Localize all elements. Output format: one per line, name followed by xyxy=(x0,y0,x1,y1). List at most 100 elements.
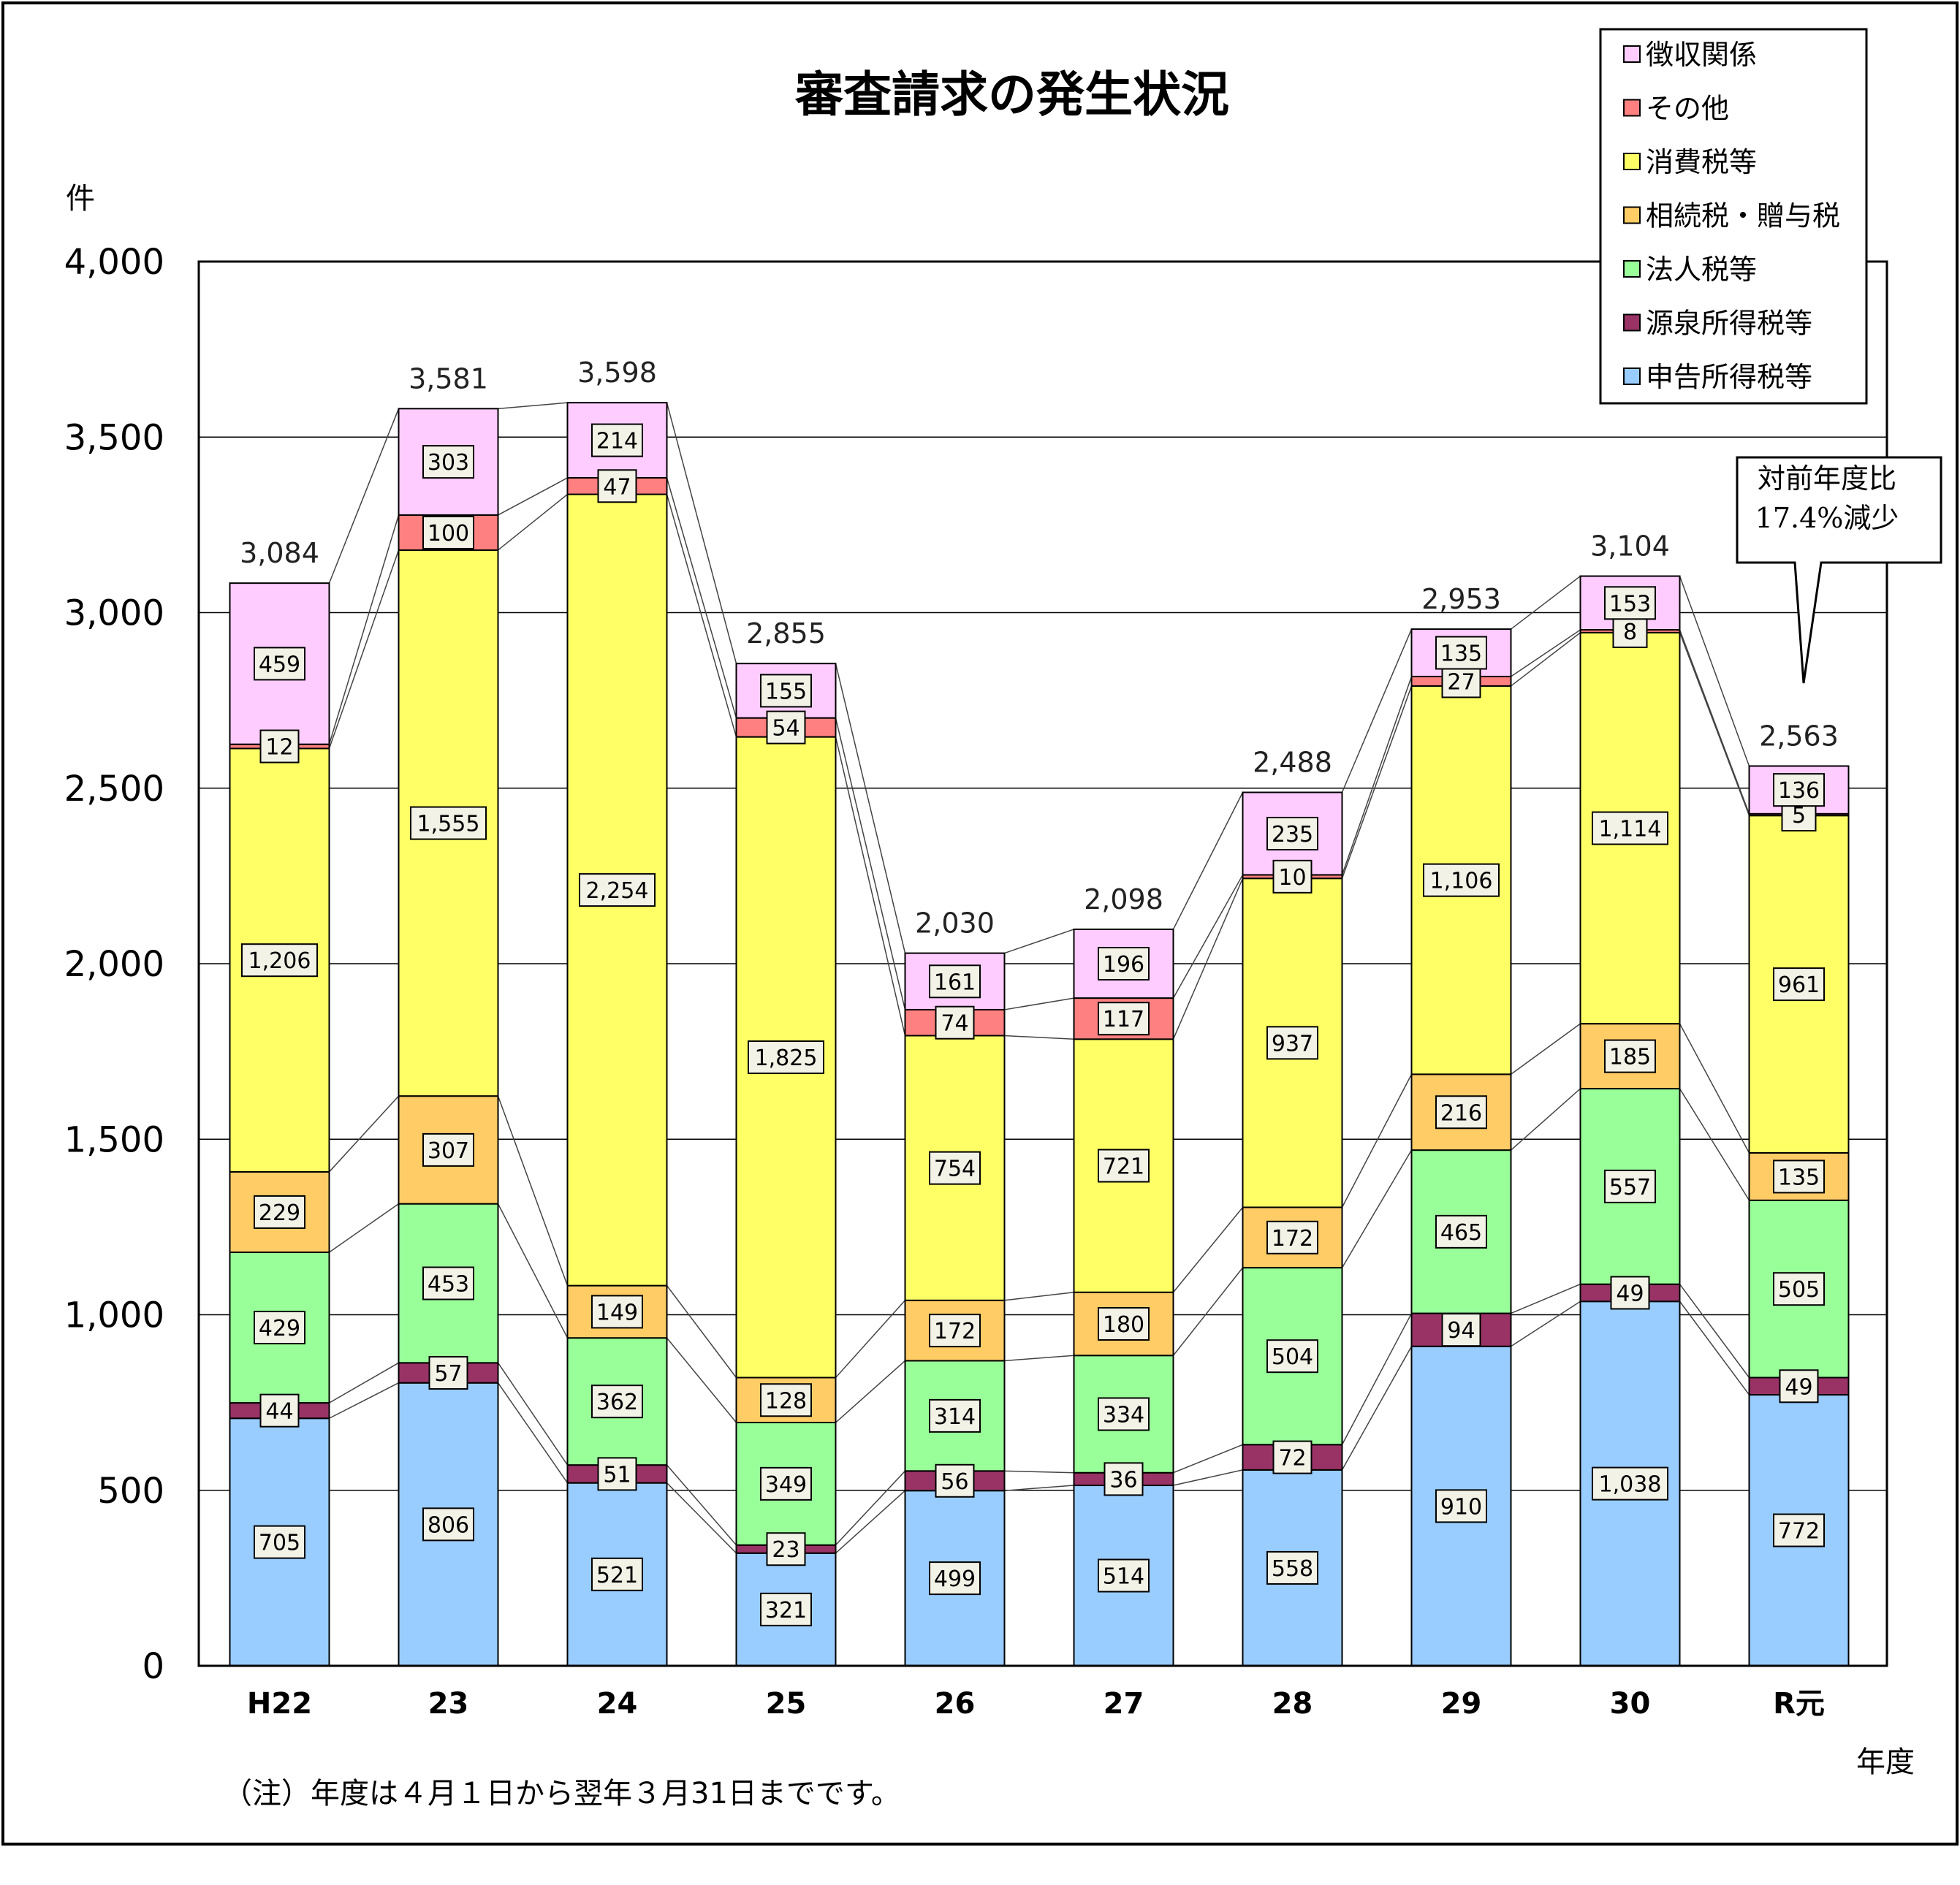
series-connector xyxy=(1004,1292,1074,1301)
series-connector xyxy=(1004,1470,1074,1474)
y-tick-label: 3,000 xyxy=(64,593,164,634)
callout-bubble xyxy=(1736,456,1942,684)
data-label: 196 xyxy=(1103,952,1144,978)
y-tick-label: 2,000 xyxy=(64,944,164,985)
data-label-box xyxy=(1423,863,1500,897)
x-tick-label: 23 xyxy=(428,1687,469,1721)
series-connector xyxy=(1173,1469,1243,1486)
data-label: 465 xyxy=(1440,1220,1482,1246)
series-connector xyxy=(329,1203,399,1253)
data-label-box xyxy=(1773,1272,1825,1306)
legend-box xyxy=(1599,28,1868,405)
legend-swatch xyxy=(1623,153,1641,170)
data-label: 5 xyxy=(1792,803,1806,829)
legend-label: 法人税等 xyxy=(1646,254,1757,286)
data-label: 94 xyxy=(1447,1318,1475,1344)
data-label: 705 xyxy=(259,1531,300,1556)
series-connector xyxy=(1004,929,1074,954)
data-label: 172 xyxy=(1272,1226,1313,1252)
legend-label: 源泉所得税等 xyxy=(1646,308,1812,340)
data-label-box xyxy=(1104,1462,1144,1496)
data-label: 136 xyxy=(1778,778,1820,804)
data-label-box xyxy=(1266,1339,1318,1374)
data-label: 214 xyxy=(596,429,638,454)
series-connector xyxy=(1341,628,1413,793)
series-connector xyxy=(1679,576,1750,766)
data-label-box xyxy=(422,1132,474,1167)
data-label: 772 xyxy=(1778,1519,1820,1545)
data-label: 155 xyxy=(765,679,807,704)
series-connector xyxy=(497,1362,569,1466)
data-label: 135 xyxy=(1778,1165,1820,1190)
legend-swatch xyxy=(1623,260,1641,278)
legend-label: 消費税等 xyxy=(1646,146,1757,178)
y-tick-label: 0 xyxy=(142,1646,164,1687)
data-label: 153 xyxy=(1609,591,1651,617)
data-label: 117 xyxy=(1103,1007,1144,1032)
data-label-box xyxy=(929,1561,981,1596)
data-label: 149 xyxy=(596,1300,638,1325)
data-label: 514 xyxy=(1103,1564,1144,1590)
data-label: 229 xyxy=(259,1200,300,1226)
x-tick-label: 29 xyxy=(1441,1687,1482,1721)
data-label-box xyxy=(1592,1466,1668,1501)
data-label: 1,555 xyxy=(417,812,480,837)
data-label: 1,825 xyxy=(755,1046,818,1071)
data-label-box xyxy=(422,1507,474,1542)
data-label-box xyxy=(1435,1095,1487,1130)
data-label: 1,038 xyxy=(1599,1472,1662,1498)
series-connector xyxy=(1511,1284,1581,1314)
data-label: 558 xyxy=(1272,1556,1313,1582)
series-connector xyxy=(1341,685,1413,879)
total-label: 3,581 xyxy=(409,362,488,395)
segment-labels: 705 44 429 229 1,206 12 459 806 57 453 307 1,555 100… xyxy=(241,423,1825,1626)
data-label-box xyxy=(1272,859,1313,894)
data-label-box xyxy=(259,729,300,763)
data-label-box xyxy=(1098,1397,1150,1431)
data-label: 135 xyxy=(1440,641,1482,667)
data-label-box xyxy=(1773,773,1825,807)
data-label-box xyxy=(1441,1313,1481,1347)
legend-label: 申告所得税等 xyxy=(1646,361,1812,393)
series-connector xyxy=(1511,1301,1581,1347)
data-label-box xyxy=(1773,1159,1825,1194)
total-labels: 3,084 3,581 3,598 2,855 2,030 2,098 2,488 2,953… xyxy=(240,357,1839,939)
data-label-box xyxy=(1773,1513,1825,1547)
data-label: 172 xyxy=(934,1319,976,1344)
data-label-box xyxy=(760,1383,812,1417)
series-connector xyxy=(666,1285,737,1378)
data-label: 754 xyxy=(934,1157,976,1182)
series-connector xyxy=(1341,676,1413,875)
data-label-box xyxy=(1773,967,1825,1002)
data-label-box xyxy=(1266,1220,1318,1254)
series-connector xyxy=(1341,1313,1413,1445)
series-connector xyxy=(1511,1023,1581,1075)
data-label-box xyxy=(428,1356,468,1390)
data-label-box xyxy=(1098,1306,1150,1341)
data-label: 57 xyxy=(434,1361,462,1387)
series-connector xyxy=(666,1464,737,1546)
data-label-box xyxy=(1435,1214,1487,1249)
series-connector xyxy=(1679,1088,1750,1201)
series-connector xyxy=(666,402,737,664)
series-connector xyxy=(498,402,568,410)
x-tick-label: 24 xyxy=(597,1687,638,1721)
data-label: 453 xyxy=(428,1271,469,1297)
data-label: 100 xyxy=(428,521,469,547)
data-label: 49 xyxy=(1616,1281,1644,1306)
series-connector xyxy=(1679,1284,1750,1378)
callout-line-1: 対前年度比 xyxy=(1758,462,1896,495)
data-label: 349 xyxy=(765,1472,807,1498)
data-label-box xyxy=(1272,1440,1313,1474)
y-tick-label: 2,500 xyxy=(64,769,164,810)
data-label: 362 xyxy=(596,1390,638,1415)
x-tick-label: 28 xyxy=(1272,1687,1313,1721)
data-label: 806 xyxy=(428,1512,469,1538)
legend-swatch xyxy=(1623,45,1641,63)
plot-area-border xyxy=(197,260,1888,1667)
data-label: 504 xyxy=(1272,1344,1313,1370)
data-label-box xyxy=(1604,1039,1656,1073)
series-connector xyxy=(1172,1206,1244,1293)
